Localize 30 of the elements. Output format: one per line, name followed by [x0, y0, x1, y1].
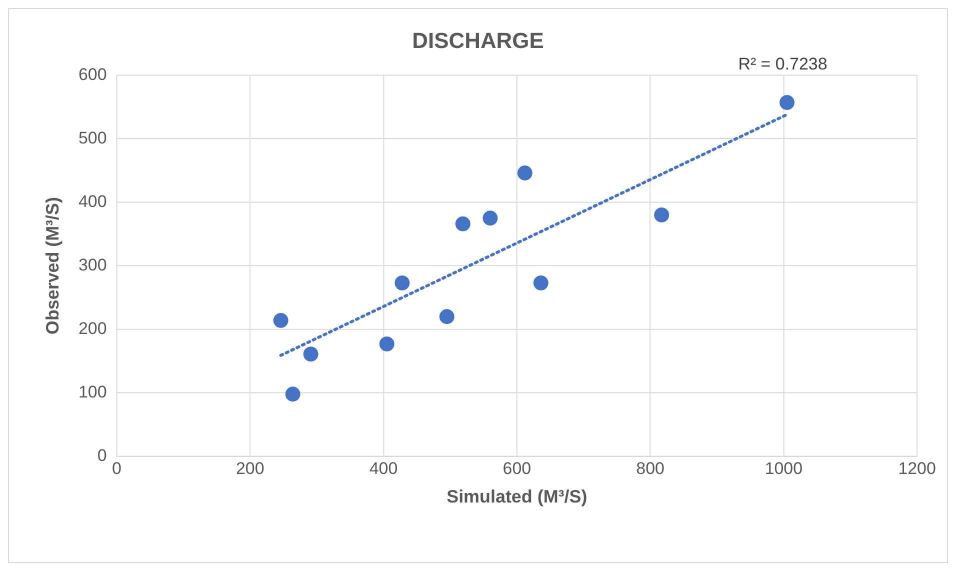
point	[394, 275, 410, 290]
point	[482, 210, 498, 226]
y-tick-label: 400	[78, 192, 107, 211]
x-tick-label: 0	[112, 459, 122, 478]
x-axis-title: Simulated (M³/S)	[446, 486, 588, 506]
y-tick-label: 600	[78, 64, 107, 84]
point	[654, 207, 670, 222]
text: R² = 0.7238	[738, 54, 828, 74]
chart-title: DISCHARGE	[412, 28, 544, 54]
x-tick-label: 400	[369, 459, 398, 478]
point	[285, 386, 300, 402]
point	[439, 309, 454, 324]
x-tick-label: 600	[502, 459, 532, 478]
x-tick-label: 200	[236, 459, 264, 478]
point	[379, 336, 394, 352]
y-tick-label: 100	[78, 382, 107, 402]
point	[780, 95, 794, 110]
y-tick-label: 200	[78, 318, 107, 338]
x-tick-label: 1200	[898, 459, 936, 478]
y-axis-title: Observed (M³/S)	[42, 197, 63, 334]
point	[273, 312, 288, 328]
y-tick-label: 0	[97, 446, 107, 466]
x-tick-label: 800	[636, 459, 664, 478]
point	[303, 346, 318, 362]
point	[455, 216, 470, 232]
point	[533, 275, 548, 290]
point	[517, 166, 532, 180]
y-tick-label: 500	[78, 128, 107, 148]
y-tick-label: 300	[78, 255, 107, 274]
x-tick-label: 1000	[764, 459, 803, 478]
